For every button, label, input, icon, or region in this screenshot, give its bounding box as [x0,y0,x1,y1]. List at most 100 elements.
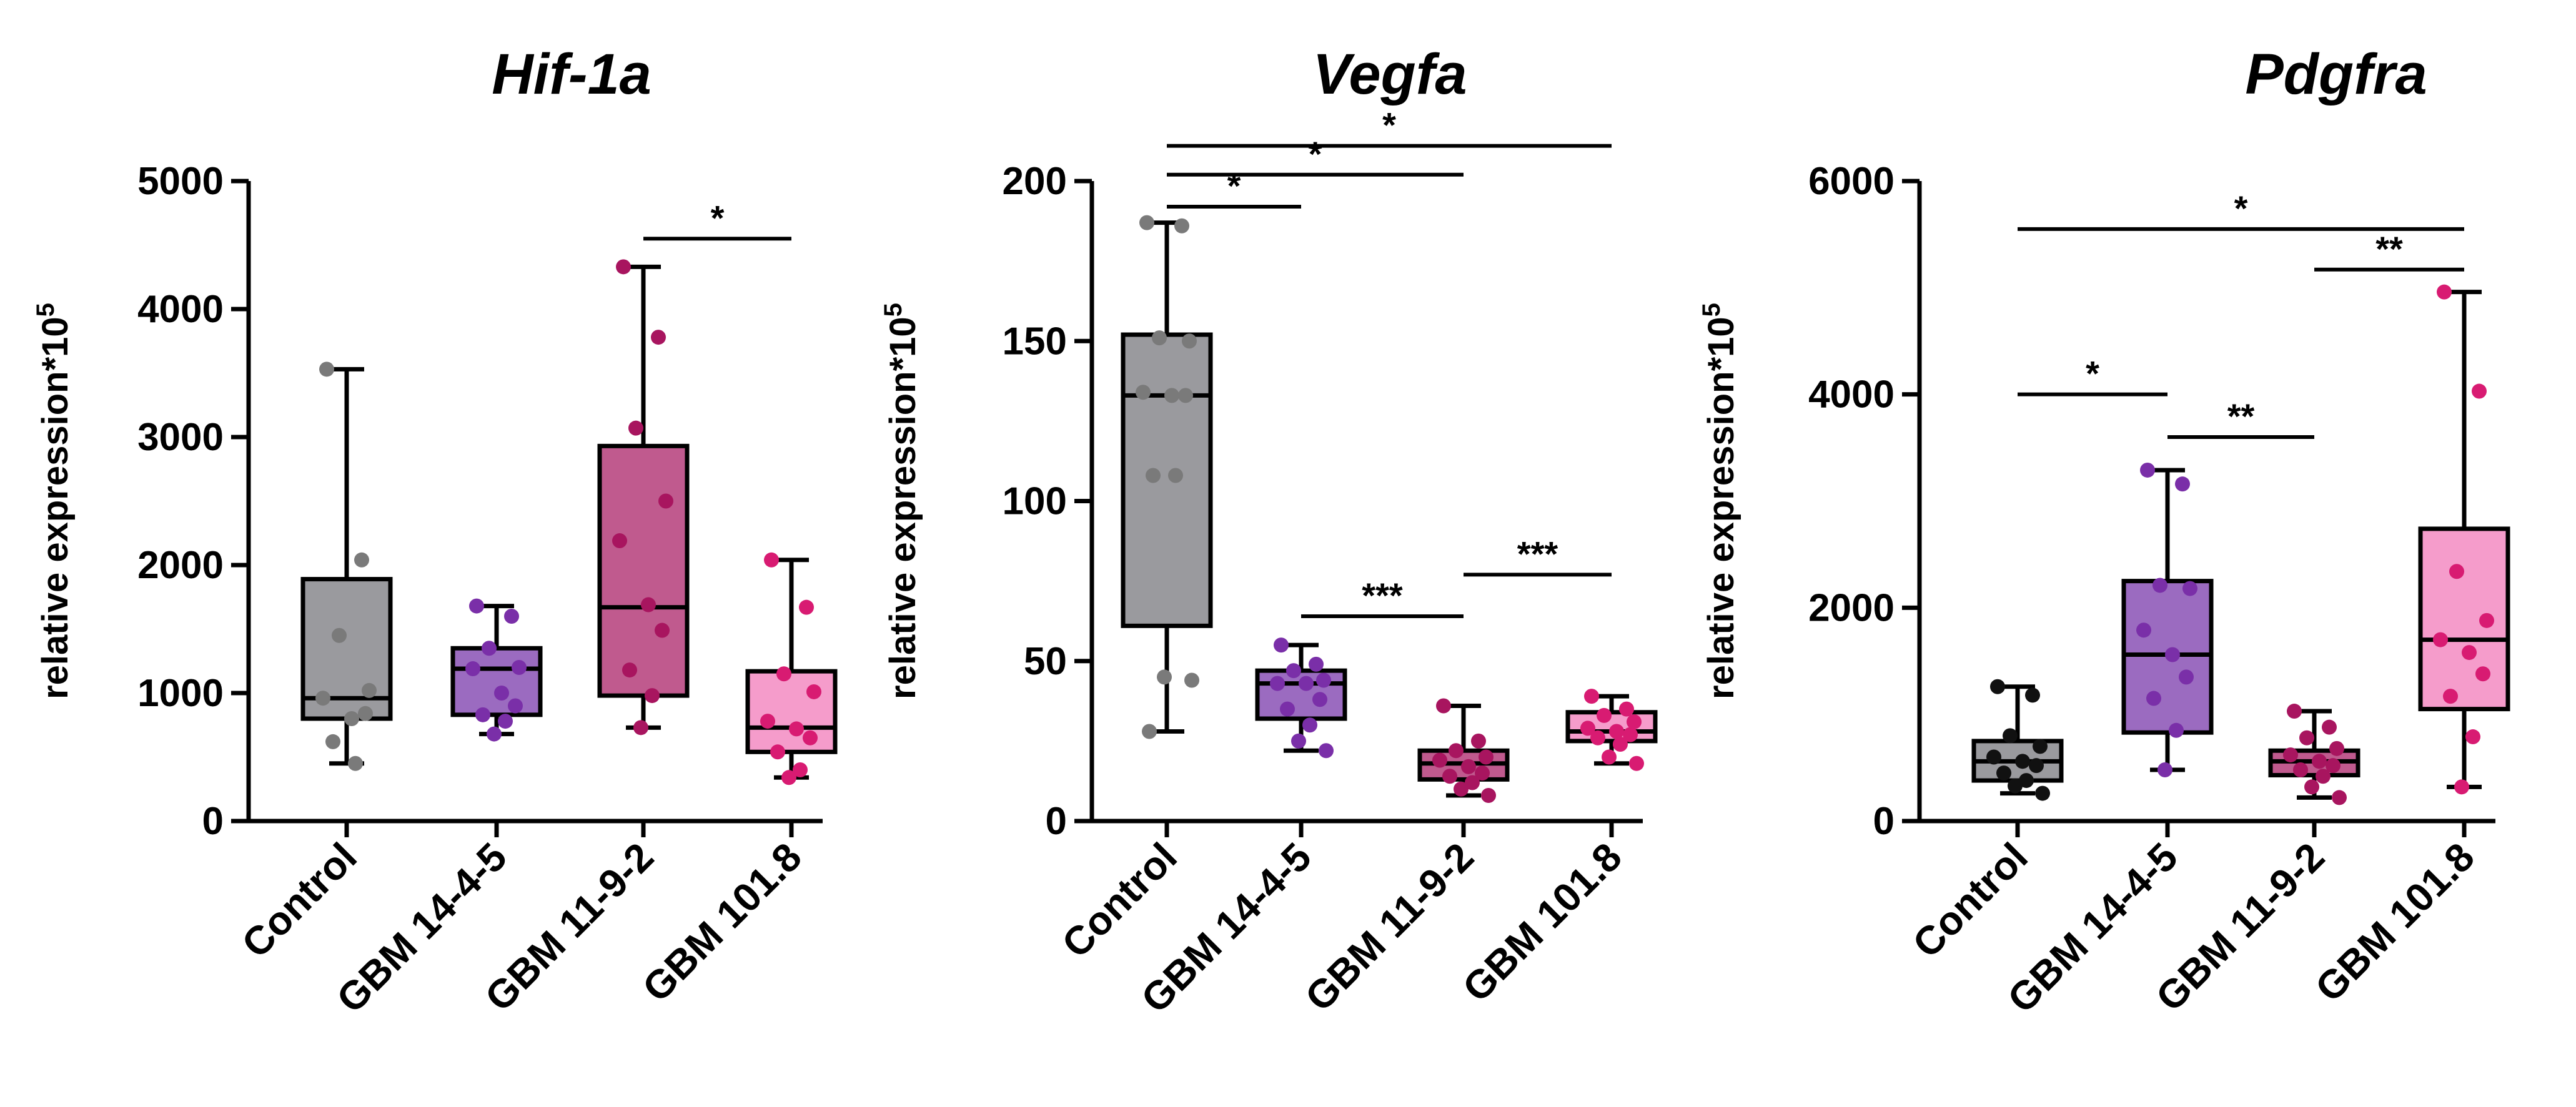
x-tick-label: Control [233,834,365,967]
y-tick-label: 4000 [137,288,224,331]
y-tick-label: 50 [1024,640,1067,683]
significance-label: * [1227,166,1241,205]
box-gbm-101-8 [2418,290,2510,789]
chart-title: Pdgfra [2245,42,2427,106]
box-gbm-11-9-2 [597,264,690,730]
data-point [2312,754,2327,769]
data-point [504,609,519,624]
data-point [1609,724,1624,739]
data-point [1286,663,1301,679]
data-point [2287,704,2302,719]
data-point [2182,581,2197,596]
data-point [1627,714,1642,730]
data-point [1442,769,1457,784]
y-axis-label: relative expression*105 [32,303,76,699]
x-tick-label: GBM 101.8 [2307,834,2483,1010]
data-point [2152,578,2167,593]
data-point [362,682,377,698]
data-point [2293,762,2308,777]
data-point [770,744,785,760]
data-point [1465,775,1480,790]
significance-label: *** [1517,534,1558,573]
significance-label: * [711,198,725,237]
y-axis-label-superscript: 5 [879,303,907,317]
data-point [465,661,480,677]
data-point [1302,717,1317,733]
data-point [498,714,513,729]
data-point [2283,747,2298,763]
y-axis-label: relative expression*105 [879,303,923,699]
data-point [2322,719,2337,735]
data-point [612,533,627,549]
data-point [508,698,523,714]
data-point [2326,758,2341,774]
y-tick-label: 200 [1003,160,1067,203]
y-axis-label-superscript: 5 [1698,303,1725,317]
significance-label: ** [2375,229,2403,268]
y-tick-label: 5000 [137,160,224,203]
data-point [319,362,334,377]
data-point [2329,740,2344,756]
data-point [1299,676,1314,691]
data-point [776,666,791,682]
box-iqr [2418,526,2510,712]
data-point [655,622,670,638]
data-point [658,493,673,509]
y-tick-label: 0 [1046,800,1067,843]
data-point [1481,788,1496,803]
data-point [799,599,814,615]
data-point [2479,613,2494,628]
data-point [1270,676,1285,691]
box-control [300,367,393,766]
data-point [1136,385,1151,400]
data-point [1142,724,1157,739]
data-point [2437,284,2452,300]
data-point [641,597,656,613]
y-tick-label: 4000 [1808,373,1895,416]
data-point [1182,333,1197,349]
data-point [1316,672,1331,688]
data-point [789,721,804,737]
data-point [1164,388,1179,403]
data-point [2454,779,2469,795]
panel-hif-1a: Hif-1a 0 1000 2000 3000 4000 5000 Control GBM 1… [32,42,838,1021]
data-point [2299,730,2314,745]
y-tick-label: 0 [1873,800,1895,843]
data-point [651,330,666,345]
data-point [2332,790,2347,805]
significance-label: *** [1362,576,1403,615]
data-point [354,552,369,568]
data-point [1613,737,1628,752]
y-tick-label: 3000 [137,416,224,459]
data-point [1479,749,1494,765]
box-iqr [1255,668,1347,721]
data-point [645,688,660,704]
data-point [1319,743,1334,759]
data-point [1580,721,1595,736]
y-tick-label: 100 [1003,480,1067,523]
data-point [325,734,340,749]
data-point [1274,637,1289,653]
significance-label: * [2234,189,2248,228]
data-point [2140,462,2155,478]
significance-label: * [1382,106,1396,145]
data-point [494,686,509,701]
data-point [2169,722,2184,738]
box-control [1121,220,1213,734]
box-iqr [597,443,690,698]
data-point [358,706,373,721]
y-axis-label-superscript: 5 [32,303,59,317]
data-point [793,762,808,777]
box-gbm-101-8 [745,558,838,780]
data-point [1152,330,1167,346]
data-point [2035,785,2050,801]
data-point [344,711,359,726]
data-point [1157,669,1172,685]
data-point [1168,468,1183,483]
chart-title: Vegfa [1312,42,1467,106]
data-point [1449,743,1464,759]
data-point [1280,701,1295,717]
data-point [1174,218,1189,234]
